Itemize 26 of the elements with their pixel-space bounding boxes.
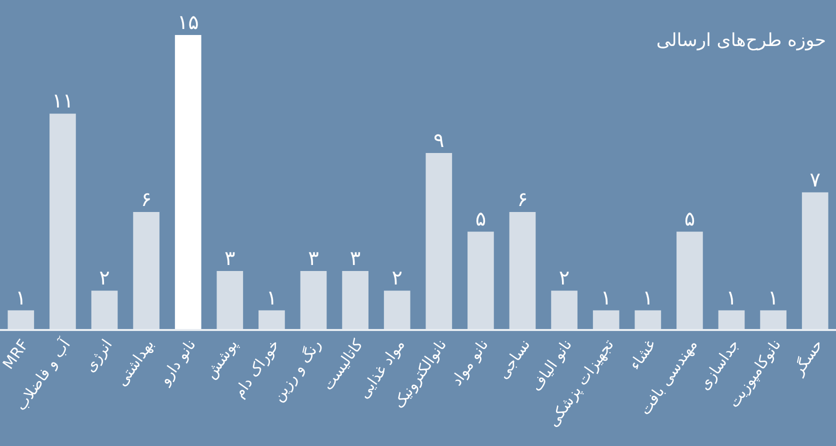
x-tick-label: غشاء (626, 336, 660, 374)
data-label: ۳ (224, 246, 236, 270)
data-label: ۶ (140, 187, 152, 211)
data-label: ۲ (99, 266, 110, 290)
data-label: ۳ (308, 246, 320, 270)
data-label: ۱ (600, 285, 612, 310)
x-tick-label: نساجی (494, 336, 534, 382)
data-label: ۷ (810, 167, 821, 192)
x-tick-label: نانو مواد (447, 336, 492, 389)
data-label: ۲ (392, 266, 402, 290)
data-label: ۶ (517, 187, 528, 211)
data-label: ۵ (475, 206, 486, 231)
x-tick-label: حسگر (788, 336, 826, 380)
data-label: ۹ (434, 128, 444, 152)
data-label: ۱ (726, 285, 737, 310)
data-label: ۵ (684, 206, 696, 231)
data-label: ۲ (558, 266, 570, 290)
data-label: ۱ (642, 285, 654, 310)
data-label: ۱ (16, 285, 26, 310)
data-label: ۱۵ (177, 10, 199, 34)
data-label: ۳ (350, 246, 361, 270)
data-label: ۱ (768, 285, 779, 310)
chart-title: حوزه طرح‌های ارسالی (656, 30, 826, 51)
data-label: ۱۱ (52, 88, 74, 113)
data-label: ۱ (266, 285, 278, 310)
x-tick-label: پوشش (201, 336, 242, 382)
